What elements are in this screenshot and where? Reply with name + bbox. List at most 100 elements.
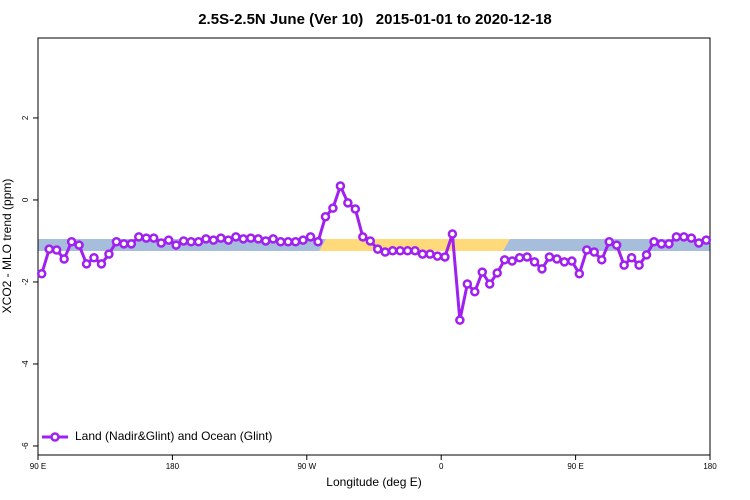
point [574,269,585,279]
point [492,268,502,278]
point [148,233,159,243]
point [611,240,622,250]
x-tick-label: 180 [166,462,180,471]
point [604,237,614,247]
point [201,234,211,244]
legend-marker [50,432,60,442]
point [499,255,510,265]
point [193,237,204,247]
point [283,237,293,247]
point [178,236,189,246]
point [649,237,659,247]
point [634,260,644,270]
point [372,244,383,254]
point [559,257,570,267]
point [163,235,174,245]
point [582,245,592,255]
point [395,246,405,256]
point [440,252,450,262]
point [656,239,667,249]
x-tick-label: 90 E [567,462,583,471]
point [208,235,219,245]
point [111,237,122,247]
point [328,203,338,213]
point [223,235,234,245]
point [36,269,47,279]
point [626,253,637,263]
point [664,239,674,249]
point [305,232,316,242]
x-tick-label: 90 E [30,462,46,471]
point [44,244,54,254]
x-axis-label: Longitude (deg E) [326,475,421,489]
plot-frame [37,37,711,456]
y-tick-label: 0 [21,197,30,202]
point [694,238,704,248]
point [59,254,69,264]
point [410,246,420,256]
point [447,229,458,239]
point [81,259,92,269]
point [74,240,84,250]
point [544,252,555,262]
point [96,259,107,269]
y-tick-label: -6 [21,442,30,450]
point [365,236,376,246]
point [134,232,144,242]
point [104,249,114,259]
point [470,287,480,297]
point [529,257,540,267]
point [156,238,166,248]
point [507,256,517,266]
point [462,279,473,289]
x-tick-label: 0 [439,462,444,471]
point [484,279,495,289]
point [141,233,152,243]
point [260,236,271,246]
point [89,253,99,263]
y-tick-label: 2 [21,115,30,120]
point [238,234,249,244]
point [119,239,129,249]
chart-title: 2.5S-2.5N June (Ver 10) 2015-01-01 to 20… [198,11,552,28]
point [320,212,331,222]
point [477,267,488,277]
point [402,246,413,256]
point [298,235,308,245]
point [701,235,712,245]
point [387,246,398,256]
point [686,233,697,243]
point [671,232,682,242]
point [432,251,443,261]
point [231,232,241,242]
point [596,255,607,265]
point [335,181,346,191]
point [425,249,435,259]
point [380,247,390,257]
point [246,233,256,243]
point [253,234,264,244]
point [290,237,301,247]
series-line [40,181,707,321]
point [514,253,525,263]
y-tick-label: -4 [21,360,30,368]
point [455,315,465,325]
x-tick-label: 90 W [297,462,316,471]
point [126,239,137,249]
y-tick-label: -2 [21,278,30,286]
point [522,252,532,262]
point [171,240,181,250]
y-axis-label: XCO2 - MLO trend (ppm) [0,179,14,314]
point [537,264,547,274]
point [552,254,562,264]
point [641,250,652,260]
point [275,237,286,247]
point [313,237,323,247]
point [350,204,361,214]
point [567,256,577,266]
point [619,260,629,270]
point [66,237,77,247]
point [186,237,196,247]
point [679,232,689,242]
